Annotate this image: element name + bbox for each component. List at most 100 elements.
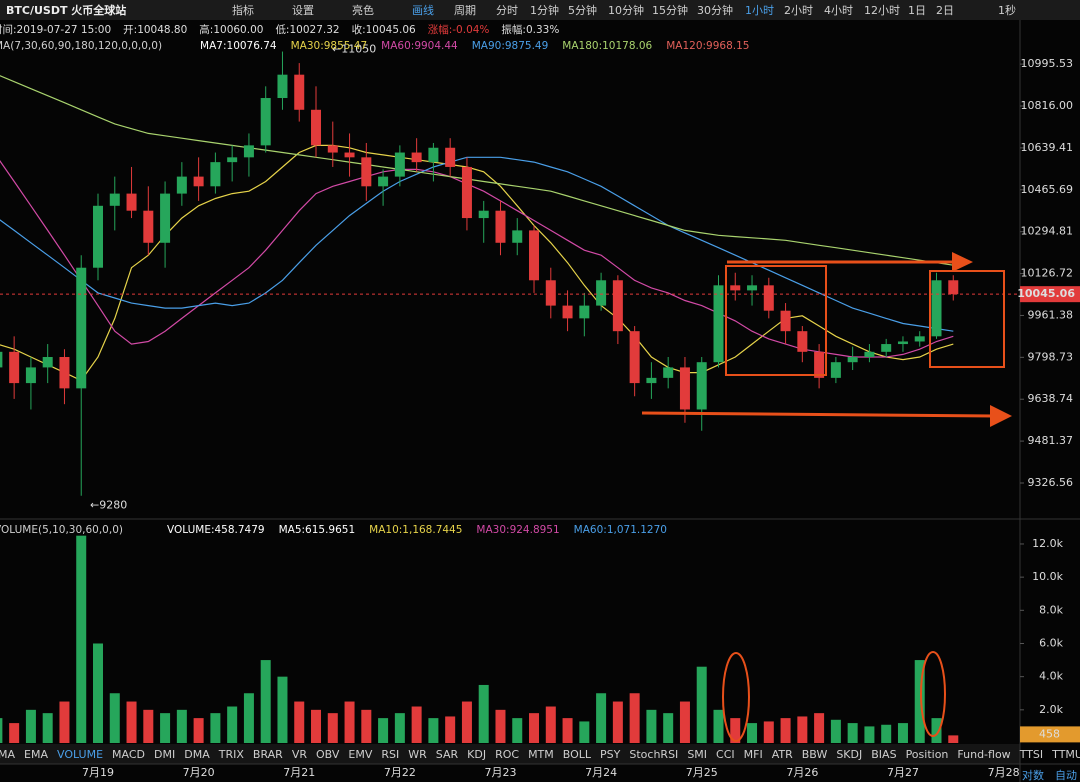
volume-bar <box>344 701 355 743</box>
indicator-tab[interactable]: CCI <box>716 747 735 761</box>
indicator-tab[interactable]: DMI <box>154 747 176 761</box>
volume-bar <box>763 721 774 743</box>
indicator-tab[interactable]: PSY <box>600 747 621 761</box>
indicator-tab[interactable]: DMA <box>184 747 210 761</box>
period-button[interactable]: 1日 <box>908 4 926 17</box>
info-item: 时间:2019-07-27 15:00 <box>0 24 112 36</box>
period-button[interactable]: 1小时 <box>745 4 774 17</box>
volume-bar <box>59 701 70 743</box>
ma-legend: MA60:9904.44 <box>381 40 458 52</box>
x-tick-label: 7月19 <box>82 766 114 779</box>
indicator-tab[interactable]: WR <box>408 747 427 761</box>
candle-body <box>0 351 3 368</box>
period-button[interactable]: 15分钟 <box>652 4 688 17</box>
indicator-tab[interactable]: EMV <box>348 747 373 761</box>
period-button[interactable]: 2日 <box>936 4 954 17</box>
volume-bar <box>0 718 3 743</box>
scale-button[interactable]: 自动 <box>1055 769 1077 782</box>
indicator-tab[interactable]: BIAS <box>871 747 897 761</box>
candle-body <box>93 205 103 268</box>
indicator-tab[interactable]: BRAR <box>252 747 283 761</box>
indicator-tab[interactable]: MA <box>0 747 16 761</box>
y-tick-label: 12.0k <box>1032 537 1063 550</box>
indicator-tabs: MA EMA VOLUME MACD DMI DMA TRIX BRAR VR OBV EMV RSI… <box>0 744 1080 764</box>
volume-bar <box>512 718 523 743</box>
indicator-tab[interactable]: TTMU <box>1052 747 1080 761</box>
volume-bar <box>830 719 841 743</box>
volume-bar <box>713 709 724 743</box>
indicator-tab[interactable]: Position <box>905 747 949 761</box>
period-button[interactable]: 1分钟 <box>530 4 559 17</box>
volume-bar <box>897 723 908 743</box>
period-button[interactable]: 12小时 <box>864 4 900 17</box>
candle-body <box>294 74 305 110</box>
volume-bar <box>495 709 506 743</box>
indicator-tab[interactable]: EMA <box>24 747 48 761</box>
indicator-tab[interactable]: OBV <box>316 747 340 761</box>
indicator-tab[interactable]: TTSI <box>1019 747 1044 761</box>
indicator-tab[interactable]: BBW <box>801 747 828 761</box>
period-button[interactable]: 2小时 <box>784 4 813 17</box>
ma-legend: MA90:9875.49 <box>471 40 549 52</box>
indicator-tab[interactable]: MTM <box>528 747 554 761</box>
volume-bar <box>9 723 20 743</box>
volume-bar <box>948 735 959 743</box>
volume-legend: MA30:924.8951 <box>476 524 560 536</box>
candle-body <box>780 310 791 332</box>
period-button[interactable]: 4小时 <box>824 4 853 17</box>
candle-body <box>847 357 858 363</box>
volume-bar <box>176 709 187 743</box>
candle-body <box>277 74 288 99</box>
refresh-interval[interactable]: 1秒 <box>998 4 1016 17</box>
indicator-tab[interactable]: ROC <box>495 747 520 761</box>
volume-bar <box>126 701 137 743</box>
tool-button[interactable]: 画线 <box>412 4 434 17</box>
candle-body <box>914 336 925 342</box>
candle-body <box>176 176 187 194</box>
y-tick-label: 9798.73 <box>1028 350 1074 363</box>
period-button[interactable]: 10分钟 <box>608 4 644 17</box>
candle-body <box>864 351 875 358</box>
x-tick-label: 7月24 <box>585 766 617 779</box>
period-button[interactable]: 分时 <box>496 4 518 17</box>
indicator-tab[interactable]: SAR <box>435 747 459 761</box>
indicator-tab[interactable]: Fund-flow <box>957 747 1011 761</box>
period-label[interactable]: 周期 <box>454 4 476 17</box>
volume-bar <box>227 706 238 743</box>
volume-bar <box>311 709 322 743</box>
candle-body <box>495 210 506 243</box>
candle-body <box>243 145 254 158</box>
candle-body <box>897 341 908 345</box>
indicator-tab[interactable]: TRIX <box>218 747 244 761</box>
candle-body <box>562 305 573 319</box>
indicator-tab[interactable]: VOLUME <box>56 747 104 761</box>
symbol[interactable]: BTC/USDT 火币全球站 <box>6 4 127 17</box>
indicator-tab[interactable]: StochRSI <box>629 747 679 761</box>
indicator-tab[interactable]: KDJ <box>467 747 487 761</box>
volume-bar <box>243 693 254 743</box>
period-button[interactable]: 30分钟 <box>697 4 733 17</box>
period-button[interactable]: 5分钟 <box>568 4 597 17</box>
tool-button[interactable]: 设置 <box>292 4 314 17</box>
candle-body <box>344 152 355 158</box>
y-tick-label: 9326.56 <box>1028 476 1074 489</box>
indicator-tab[interactable]: SMI <box>687 747 708 761</box>
indicator-tab[interactable]: VR <box>291 747 307 761</box>
indicator-tab[interactable]: RSI <box>381 747 400 761</box>
candle-body <box>545 280 556 306</box>
tool-button[interactable]: 指标 <box>232 4 254 17</box>
volume-bar <box>193 718 204 743</box>
volume-bar <box>529 713 540 743</box>
scale-button[interactable]: 对数 <box>1022 769 1044 782</box>
indicator-tab[interactable]: ATR <box>771 747 793 761</box>
indicator-tab[interactable]: SKDJ <box>836 747 863 761</box>
indicator-tab[interactable]: BOLL <box>562 747 592 761</box>
tabs-bg <box>0 744 1020 764</box>
candle-body <box>76 267 87 389</box>
tool-button[interactable]: 亮色 <box>352 4 374 17</box>
indicator-tab[interactable]: MFI <box>743 747 763 761</box>
volume-header: VOLUME(5,10,30,60,0,0) VOLUME:458.7479 MA5… <box>0 524 667 536</box>
indicator-tab[interactable]: MACD <box>112 747 146 761</box>
volume-bar <box>76 535 87 743</box>
volume-bar <box>260 660 271 743</box>
